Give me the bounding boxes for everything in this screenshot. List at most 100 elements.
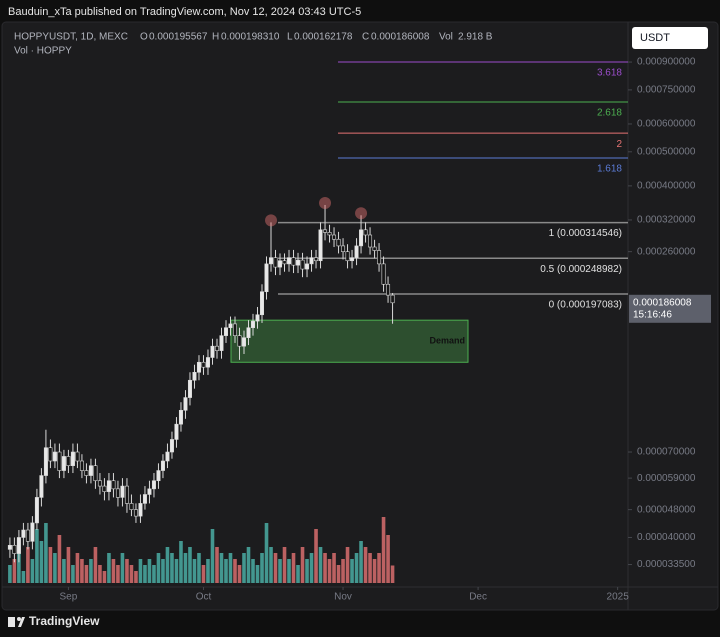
- volume-bar: [147, 559, 152, 583]
- volume-bar: [291, 553, 296, 583]
- volume-bar: [197, 553, 201, 583]
- candle-body: [165, 451, 170, 462]
- candle-body: [237, 335, 242, 347]
- volume-bar: [386, 535, 390, 583]
- last-price-box: [629, 294, 711, 323]
- y-tick-label: 0.000750000: [637, 85, 696, 96]
- candle-body: [318, 229, 323, 262]
- candle-body: [350, 257, 355, 262]
- volume-bar: [350, 559, 354, 583]
- demand-label: Demand: [429, 336, 465, 346]
- legend-value: 0.000198310: [221, 32, 280, 43]
- currency-button[interactable]: [632, 27, 708, 49]
- volume-bar: [242, 553, 246, 583]
- candle-body: [345, 251, 350, 262]
- volume-bar: [134, 571, 138, 583]
- volume-bar: [39, 541, 44, 583]
- volume-bar: [323, 553, 327, 583]
- candle-body: [386, 283, 391, 296]
- volume-bar: [192, 559, 197, 583]
- legend-label: L: [287, 32, 293, 43]
- candle-body: [25, 529, 30, 542]
- candle-body: [390, 294, 395, 304]
- volume-bar: [318, 547, 323, 583]
- volume-bar: [111, 559, 116, 583]
- peak-marker: [265, 214, 278, 227]
- legend-value: 0.000162178: [294, 32, 353, 43]
- candle-body: [12, 545, 17, 554]
- candle-body: [16, 537, 21, 554]
- candle-body: [57, 451, 62, 471]
- candle-body: [228, 323, 233, 329]
- candle-body: [102, 485, 107, 492]
- candle-body: [341, 245, 346, 252]
- candle-body: [97, 480, 102, 487]
- volume-bar: [368, 553, 372, 583]
- volume-bar: [201, 565, 206, 583]
- volume-bar: [372, 559, 377, 583]
- volume-bar: [66, 547, 71, 583]
- volume-bar: [264, 523, 269, 583]
- y-tick-label: 0.000320000: [637, 215, 696, 226]
- fib-label: 1 (0.000314546): [549, 228, 622, 239]
- currency-label[interactable]: USDT: [640, 32, 670, 44]
- candle-body: [287, 257, 292, 265]
- volume-bar: [278, 559, 282, 583]
- volume-bar: [12, 559, 17, 583]
- volume-bar: [165, 547, 170, 583]
- volume-bar: [71, 565, 75, 583]
- volume-bar: [30, 559, 35, 583]
- candle-body: [138, 503, 143, 517]
- candle-body: [246, 327, 251, 338]
- x-tick-label: Oct: [196, 592, 212, 603]
- candle-body: [79, 460, 84, 471]
- volume-bar: [246, 547, 251, 583]
- candle-body: [39, 475, 44, 498]
- volume-bar: [107, 553, 111, 583]
- candle-body: [48, 447, 53, 462]
- volume-bar: [62, 559, 66, 583]
- volume-bar: [161, 559, 165, 583]
- volume-bar: [390, 565, 395, 583]
- candle-body: [282, 260, 287, 265]
- volume-bar: [57, 535, 62, 583]
- volume-bar: [98, 565, 102, 583]
- y-tick-label: 0.000059000: [637, 473, 696, 484]
- published-line: Bauduin_xTa published on TradingView.com…: [8, 6, 361, 18]
- candle-body: [192, 371, 197, 381]
- candle-body: [7, 545, 12, 550]
- candle-body: [106, 480, 111, 492]
- candle-body: [66, 456, 71, 467]
- volume-bar: [152, 565, 156, 583]
- volume-bar: [296, 565, 300, 583]
- volume-bar: [332, 553, 336, 583]
- volume-bar: [300, 547, 305, 583]
- volume-series: [8, 517, 395, 583]
- volume-bar: [125, 559, 129, 583]
- candle-body: [75, 451, 80, 462]
- candle-body: [264, 263, 269, 293]
- candle-body: [260, 291, 265, 316]
- candle-body: [196, 361, 201, 373]
- volume-bar: [336, 565, 341, 583]
- candle-body: [314, 257, 319, 262]
- volume-bar: [102, 571, 107, 583]
- volume-bar: [170, 553, 174, 583]
- volume-bar: [215, 547, 219, 583]
- volume-bar: [359, 541, 363, 583]
- volume-bar: [21, 571, 26, 583]
- volume-bar: [84, 565, 89, 583]
- legend-value: 0.000195567: [149, 32, 208, 43]
- candle-body: [169, 439, 174, 453]
- volume-bar: [89, 559, 93, 583]
- y-tick-label: 0.000600000: [637, 119, 696, 130]
- y-tick-label: 0.000400000: [637, 181, 696, 192]
- x-tick-label: Sep: [60, 592, 78, 603]
- fib-label: 0.5 (0.000248982): [540, 264, 622, 275]
- volume-bar: [53, 553, 57, 583]
- candle-body: [93, 465, 98, 482]
- volume-bar: [251, 559, 255, 583]
- volume-bar: [354, 553, 359, 583]
- footer-brand: TradingView: [29, 614, 100, 628]
- candle-body: [300, 259, 305, 270]
